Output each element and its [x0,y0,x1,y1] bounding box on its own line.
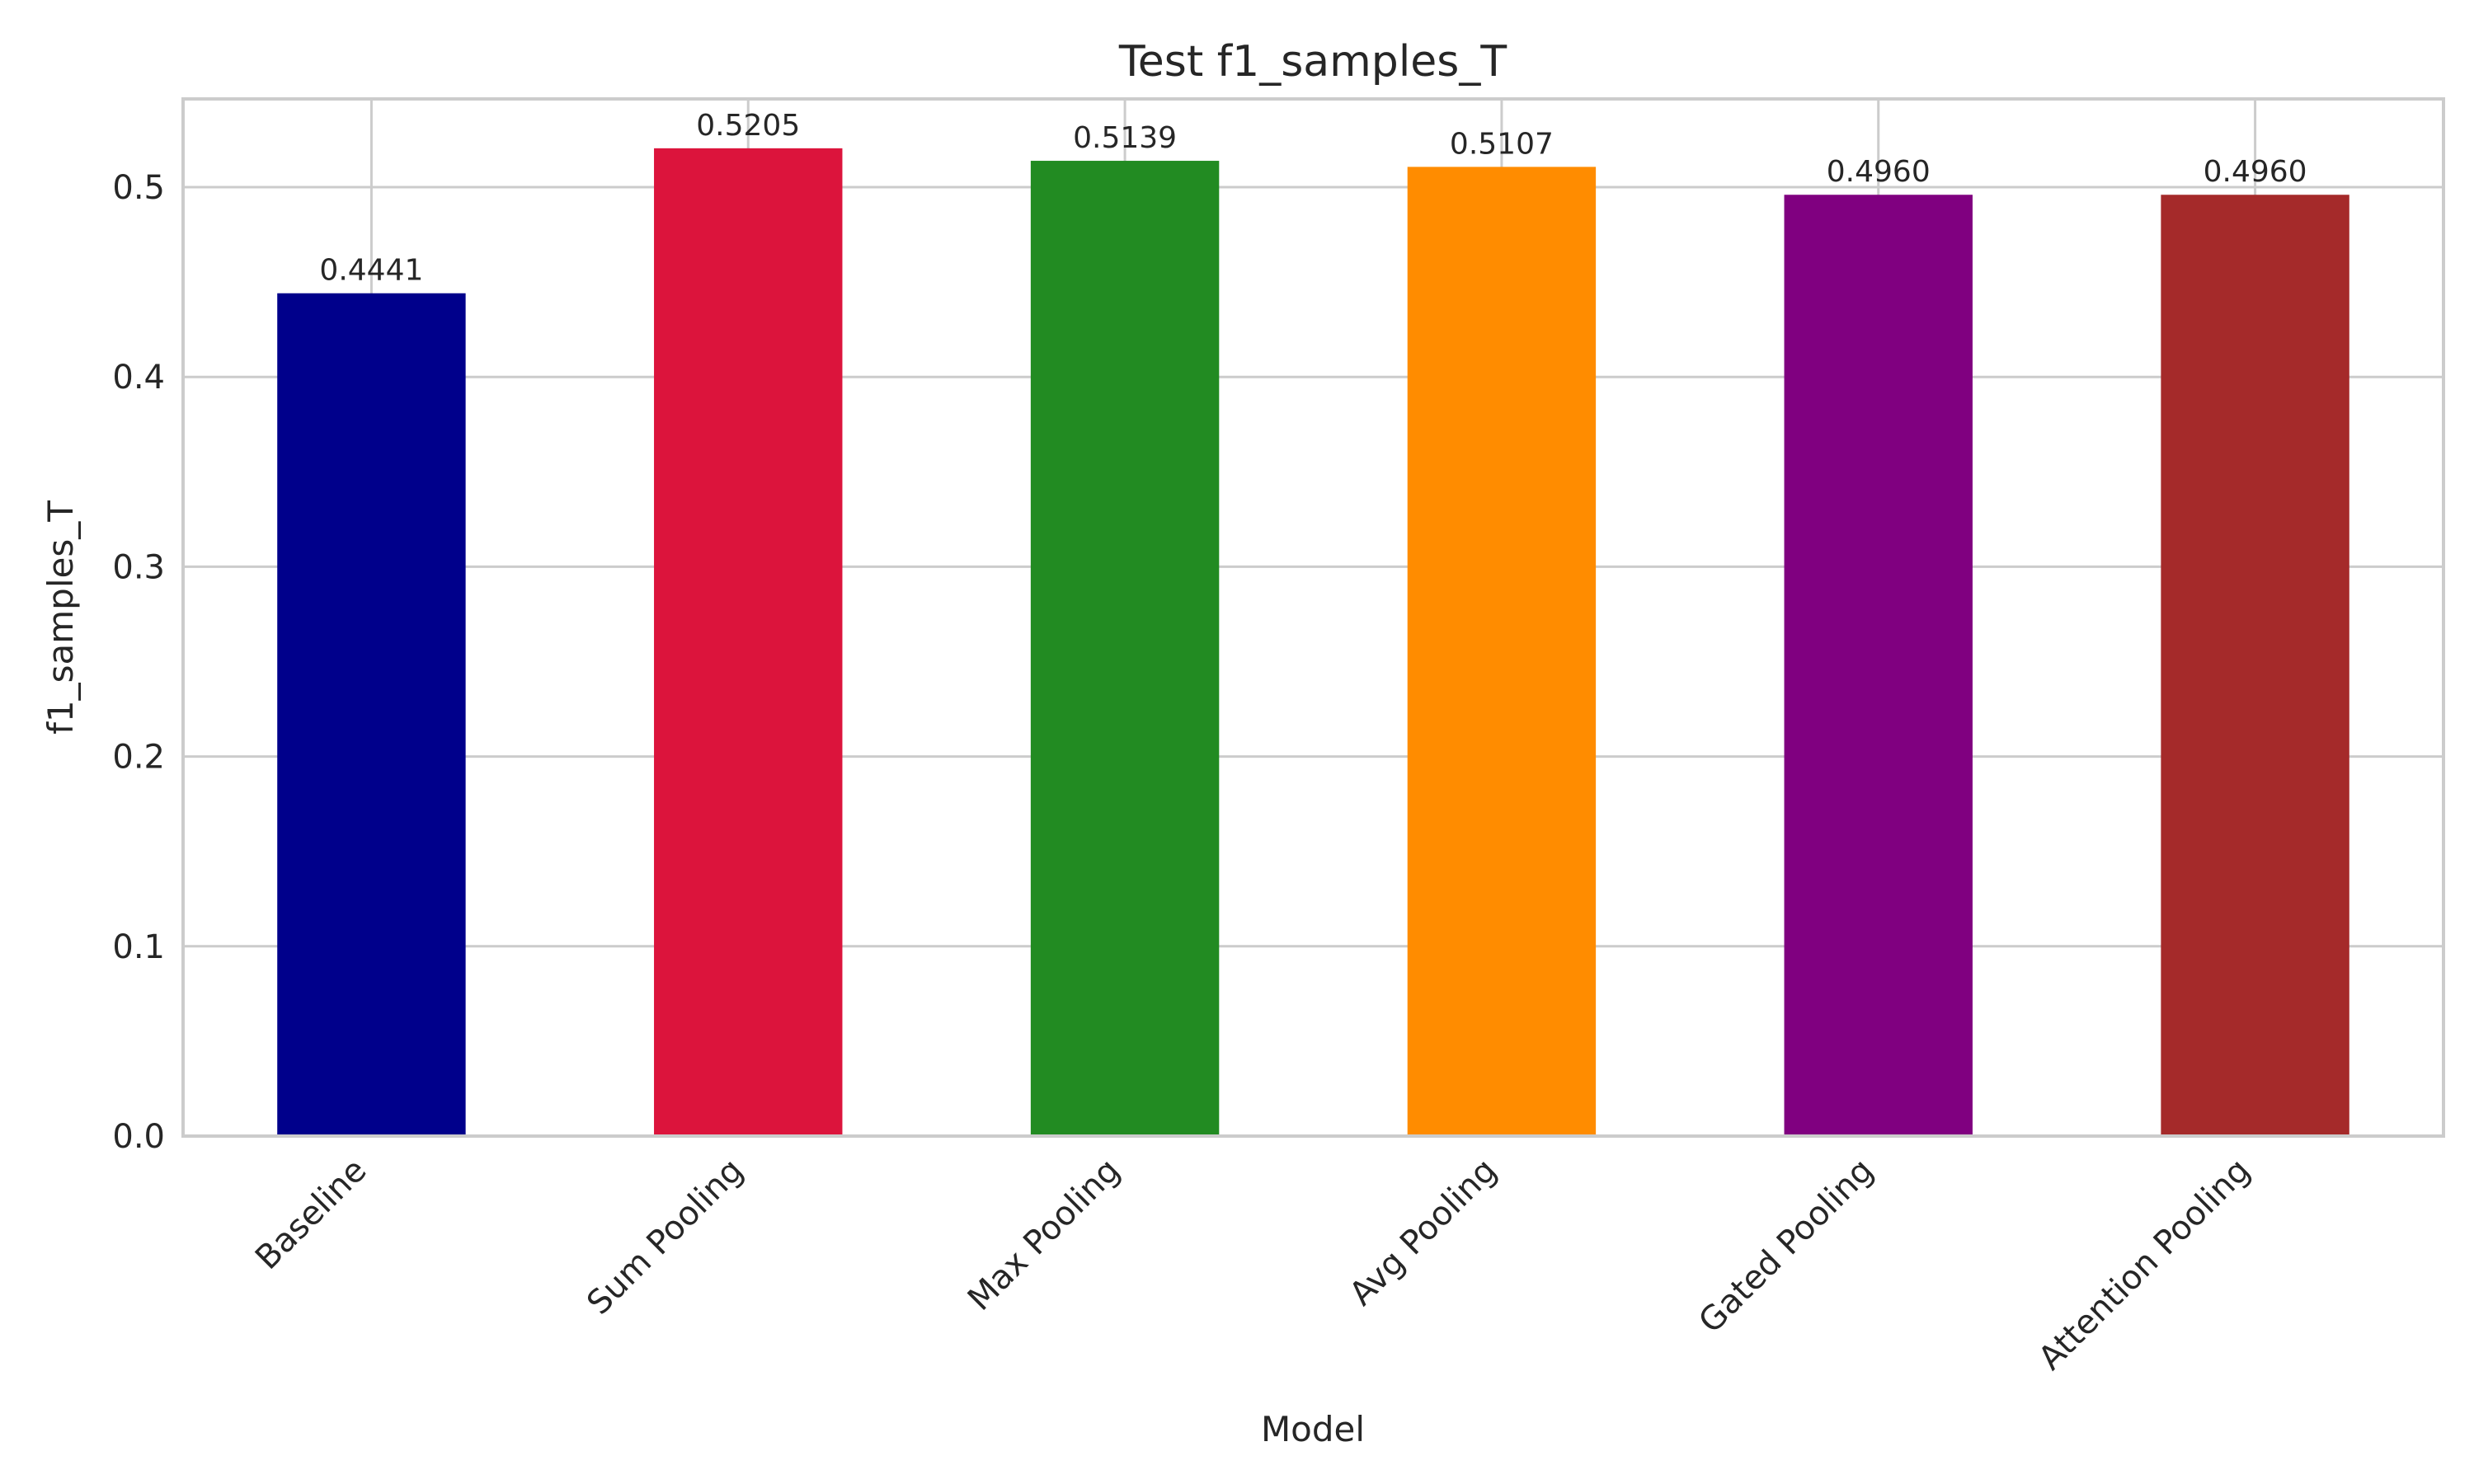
bars [277,148,2349,1137]
bar-value-label: 0.4441 [319,254,423,288]
x-tick-label: Max Pooling [961,1152,1127,1318]
bar-value-label: 0.4960 [2204,155,2307,189]
bar [654,148,843,1136]
grid-lines [183,99,2443,1138]
bar-value-label: 0.5107 [1450,127,1554,161]
bar-value-label: 0.4960 [1827,155,1931,189]
plot-frame [181,97,2445,1138]
x-tick-label: Gated Pooling [1691,1152,1880,1341]
y-axis-ticks: 0.0 0.1 0.2 0.3 0.4 0.5 [112,169,165,1156]
y-axis-label: f1_samples_T [40,500,81,735]
chart-title: Test f1_samples_T [1118,37,1507,87]
y-tick-label: 0.2 [112,739,165,777]
bar [1784,195,1973,1136]
bar [277,293,466,1136]
y-tick-label: 0.4 [112,359,165,397]
bar [1030,161,1220,1137]
bar-value-label: 0.5205 [696,109,800,143]
x-tick-label: Avg Pooling [1343,1152,1504,1313]
data-labels: 0.4441 0.5205 0.5139 0.5107 0.4960 0.4960 [319,109,2307,288]
y-tick-label: 0.5 [112,169,165,207]
x-axis-label: Model [1261,1409,1365,1449]
y-tick-label: 0.0 [112,1118,165,1156]
x-tick-label: Attention Pooling [2031,1152,2257,1378]
bar-value-label: 0.5139 [1073,121,1177,155]
x-tick-label: Baseline [248,1152,374,1277]
x-tick-label: Sum Pooling [580,1152,750,1322]
y-tick-label: 0.1 [112,928,165,966]
bar [2161,195,2349,1136]
y-tick-label: 0.3 [112,548,165,586]
bar [1407,167,1597,1136]
x-axis-ticks: Baseline Sum Pooling Max Pooling Avg Poolin… [248,1152,2258,1378]
